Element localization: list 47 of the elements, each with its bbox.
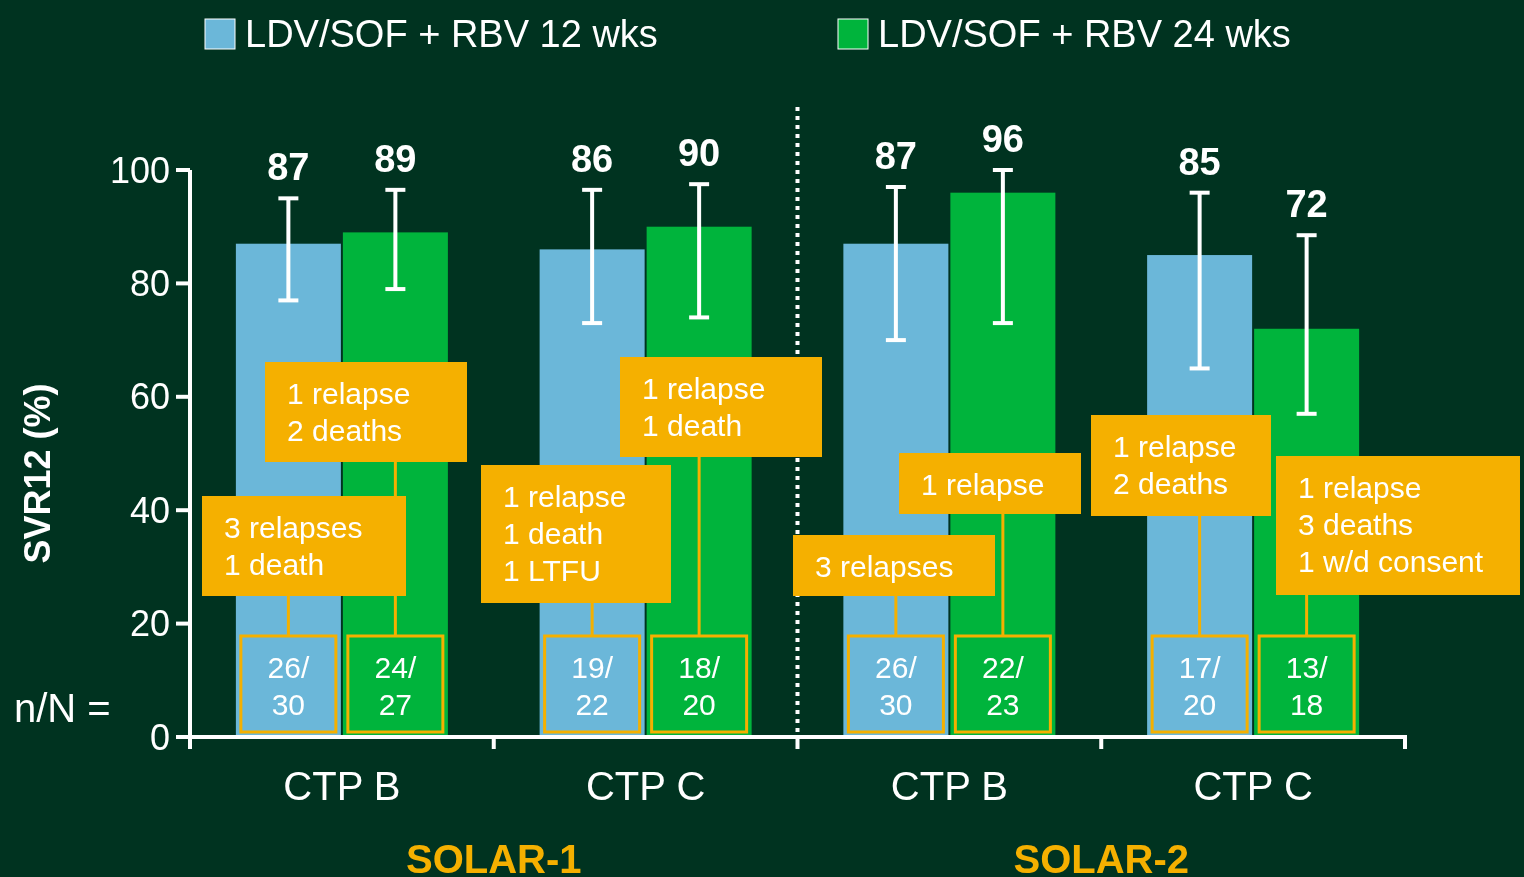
y-axis-title: SVR12 (%) <box>17 383 58 564</box>
data-label: 87 <box>874 135 918 178</box>
annotation: 26/ 30 <box>875 651 918 721</box>
data-label: 86 <box>570 137 614 180</box>
count-box: 19/ 22 <box>543 634 642 734</box>
legend-label: LDV/SOF + RBV 12 wks <box>245 13 658 55</box>
count-box: 26/ 30 <box>239 634 338 734</box>
annotation: 26/ 30 <box>267 651 310 721</box>
annotation: 22/ 23 <box>982 651 1025 721</box>
annotation: 17/ 20 <box>1178 651 1222 721</box>
annotation: 19/ 22 <box>571 651 614 721</box>
data-label: 87 <box>267 146 310 189</box>
annotation: 1 relapse 2 deaths <box>1113 430 1237 500</box>
x-tick-label: CTP C <box>585 764 706 808</box>
y-tick-label: 80 <box>129 263 170 304</box>
annotation: 24/ 27 <box>374 651 417 721</box>
x-tick-label: CTP C <box>1193 764 1313 808</box>
annotation: 18/ 20 <box>678 651 721 721</box>
y-tick-label: 60 <box>129 376 170 418</box>
count-box: 17/ 20 <box>1150 634 1249 734</box>
y-tick-label: 20 <box>129 603 170 645</box>
annotation: 1 relapse 3 deaths 1 w/d consent <box>1298 471 1484 578</box>
x-tick-label: CTP B <box>283 764 401 808</box>
annotation: 1 relapse 2 deaths <box>287 377 411 447</box>
x-tick-label: CTP B <box>890 764 1008 808</box>
data-label: 90 <box>677 132 721 175</box>
annotation: 1 relapse <box>921 468 1045 501</box>
data-label: 85 <box>1178 140 1221 183</box>
annotation: 13/ 18 <box>1285 651 1329 721</box>
data-label: 89 <box>374 137 417 180</box>
y-tick-label: 100 <box>109 149 170 191</box>
count-box: 18/ 20 <box>650 634 749 734</box>
legend-label: LDV/SOF + RBV 24 wks <box>878 13 1291 55</box>
y-tick-label: 40 <box>129 489 170 531</box>
callout-box: 1 relapse 2 deaths <box>1091 415 1271 636</box>
count-box: 22/ 23 <box>953 634 1052 734</box>
data-label: 72 <box>1285 183 1328 226</box>
count-box: 13/ 18 <box>1257 634 1356 734</box>
data-label: 96 <box>981 118 1025 160</box>
annotation: 1 relapse 1 death <box>642 372 766 442</box>
count-box: 26/ 30 <box>846 634 945 734</box>
text: n/N = <box>14 686 111 730</box>
text: SOLAR-2 <box>1013 837 1190 877</box>
y-tick-label: 0 <box>149 716 170 758</box>
text: SOLAR-1 <box>405 837 582 877</box>
annotation: 3 relapses 1 death <box>224 511 363 581</box>
count-box: 24/ 27 <box>346 634 445 734</box>
